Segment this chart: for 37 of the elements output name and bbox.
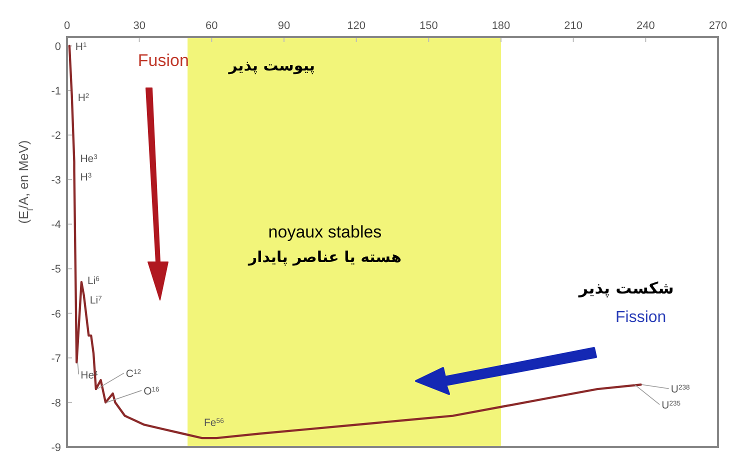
annotation: Li$^{6}$ — [87, 275, 100, 288]
x-tick-label: 240 — [636, 20, 655, 32]
annotation: Fe$^{56}$ — [204, 417, 224, 430]
annotation: H$^{1}$ — [75, 40, 88, 53]
annotation: He$^{4}$ — [80, 369, 98, 382]
annotation: C$^{12}$ — [126, 368, 142, 380]
y-tick-label: -6 — [51, 308, 61, 320]
y-tick-label: -5 — [51, 264, 61, 276]
y-tick-label: 0 — [54, 40, 61, 53]
x-tick-label: 0 — [64, 20, 70, 32]
x-tick-label: 60 — [206, 20, 218, 32]
x-tick-label: 180 — [492, 20, 510, 32]
y-tick-label: -7 — [51, 352, 61, 365]
y-tick-label: -1 — [51, 85, 61, 98]
y-tick-label: -4 — [51, 219, 61, 232]
y-tick-label: -9 — [51, 442, 61, 454]
annotation: هسته یا عناصر پایدار — [247, 248, 402, 266]
annotation: O$^{16}$ — [144, 385, 160, 398]
x-tick-label: 90 — [278, 20, 290, 32]
x-tick-label: 30 — [133, 20, 146, 32]
y-tick-label: -2 — [51, 130, 61, 142]
annotation: noyaux stables — [268, 222, 382, 242]
annotation: U$^{235}$ — [662, 400, 681, 412]
x-tick-label: 150 — [419, 20, 438, 32]
x-tick-label: 120 — [347, 20, 366, 32]
x-tick-label: 270 — [708, 20, 728, 32]
annotation: Li$^{7}$ — [90, 294, 102, 306]
x-tick-label: 210 — [564, 20, 583, 32]
annotation: شکست پذیر — [578, 278, 674, 298]
annotation: پیوست پذیر — [228, 56, 316, 74]
annotation: Fission — [616, 309, 666, 326]
annotation: U$^{238}$ — [670, 384, 690, 396]
annotation: H$^{2}$ — [78, 92, 90, 104]
y-tick-label: -8 — [51, 397, 61, 410]
y-tick-label: -3 — [51, 174, 61, 187]
annotation: He$^{3}$ — [80, 152, 98, 165]
annotation: H$^{3}$ — [80, 172, 92, 184]
